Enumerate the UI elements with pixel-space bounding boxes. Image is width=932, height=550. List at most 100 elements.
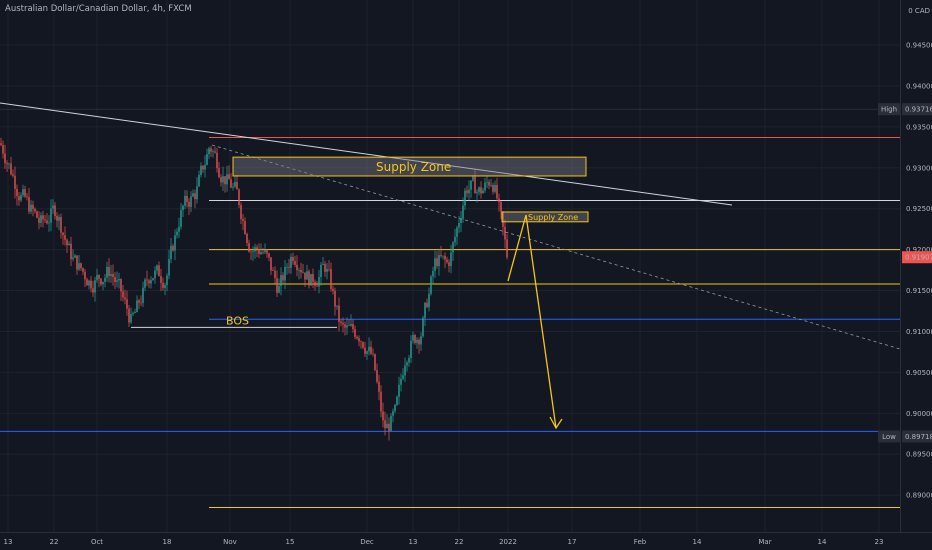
candle-body bbox=[300, 269, 302, 273]
candle-body bbox=[182, 205, 184, 211]
candle-body bbox=[368, 346, 370, 352]
candle-body bbox=[296, 264, 298, 271]
candle-body bbox=[280, 275, 282, 287]
candle-body bbox=[438, 255, 440, 267]
x-tick-label: 15 bbox=[286, 538, 295, 546]
candle-body bbox=[214, 151, 216, 153]
candle-body bbox=[142, 287, 144, 304]
candle-body bbox=[350, 323, 352, 326]
x-tick-label: Dec bbox=[360, 538, 374, 546]
candle-body bbox=[48, 222, 50, 224]
candle-body bbox=[54, 205, 56, 216]
x-tick-label: 17 bbox=[568, 538, 577, 546]
candle-body bbox=[476, 192, 478, 194]
candle-body bbox=[102, 281, 104, 285]
candle-body bbox=[370, 346, 372, 354]
candle-body bbox=[116, 280, 118, 282]
candle-body bbox=[68, 243, 70, 246]
candle-body bbox=[114, 276, 116, 282]
candle-body bbox=[190, 196, 192, 207]
candle-body bbox=[120, 279, 122, 292]
x-tick-label: Feb bbox=[634, 538, 647, 546]
candle-body bbox=[42, 215, 44, 220]
candle-body bbox=[236, 181, 238, 190]
high-price-value: 0.93716 bbox=[905, 106, 932, 114]
candle-body bbox=[112, 274, 114, 277]
low-price-bg bbox=[902, 430, 932, 443]
arrow-head-icon bbox=[549, 416, 563, 430]
candle-body bbox=[260, 252, 262, 254]
candle-body bbox=[222, 176, 224, 183]
candle-body bbox=[454, 236, 456, 243]
candle-body bbox=[352, 323, 354, 330]
candle-body bbox=[378, 381, 380, 392]
candle-body bbox=[274, 270, 276, 279]
candle-body bbox=[94, 280, 96, 293]
candle-body bbox=[310, 274, 312, 286]
candle-body bbox=[162, 282, 164, 288]
candle-body bbox=[474, 176, 476, 194]
candle-body bbox=[264, 250, 266, 253]
candle-body bbox=[234, 181, 236, 187]
supply-zone-small bbox=[501, 211, 589, 223]
candle-body bbox=[136, 300, 138, 312]
candle-body bbox=[418, 339, 420, 345]
candle-body bbox=[412, 335, 414, 341]
candle-body bbox=[366, 351, 368, 354]
descending-trendline bbox=[0, 102, 733, 206]
candle-body bbox=[178, 226, 180, 232]
candle-body bbox=[36, 211, 38, 218]
candle-body bbox=[272, 270, 274, 271]
candle-body bbox=[216, 152, 218, 169]
candle-body bbox=[346, 325, 348, 328]
candle-body bbox=[96, 275, 98, 281]
time-axis[interactable]: 13 22 Oct 18 Nov 15 Dec 13 22 2022 17 Feb 14 Mar 14 23 bbox=[4, 538, 884, 546]
candle-body bbox=[332, 288, 334, 291]
candle-body bbox=[50, 208, 52, 223]
candle-body bbox=[486, 181, 488, 183]
candle-body bbox=[326, 268, 328, 272]
candle-body bbox=[470, 180, 472, 190]
candle-body bbox=[382, 411, 384, 421]
candle-body bbox=[228, 174, 230, 180]
candle-body bbox=[202, 165, 204, 170]
candle-body bbox=[324, 263, 326, 272]
candle-body bbox=[58, 217, 60, 221]
candle-body bbox=[212, 151, 214, 153]
candle-body bbox=[268, 253, 270, 258]
candle-body bbox=[246, 234, 248, 243]
low-label-bg bbox=[878, 430, 900, 443]
candle-body bbox=[208, 148, 210, 155]
high-label: High bbox=[881, 106, 897, 114]
candle-body bbox=[56, 215, 58, 221]
candle-body bbox=[86, 279, 88, 286]
candle-body bbox=[218, 168, 220, 178]
candle-body bbox=[322, 263, 324, 265]
candle-body bbox=[28, 197, 30, 212]
candle-body bbox=[244, 220, 246, 235]
candle-body bbox=[206, 154, 208, 165]
candle-body bbox=[428, 293, 430, 308]
candle-body bbox=[392, 411, 394, 416]
candle-body bbox=[344, 324, 346, 328]
candle-body bbox=[64, 235, 66, 240]
candles bbox=[0, 137, 508, 441]
candle-body bbox=[30, 204, 32, 212]
candle-body bbox=[88, 280, 90, 286]
x-tick-label: 22 bbox=[50, 538, 59, 546]
candle-body bbox=[478, 187, 480, 193]
candle-body bbox=[278, 286, 280, 293]
candle-body bbox=[130, 314, 132, 323]
candle-body bbox=[288, 266, 290, 268]
candle-body bbox=[150, 280, 152, 284]
candle-body bbox=[186, 195, 188, 202]
candle-body bbox=[20, 195, 22, 201]
candle-body bbox=[192, 193, 194, 197]
candle-body bbox=[160, 276, 162, 283]
